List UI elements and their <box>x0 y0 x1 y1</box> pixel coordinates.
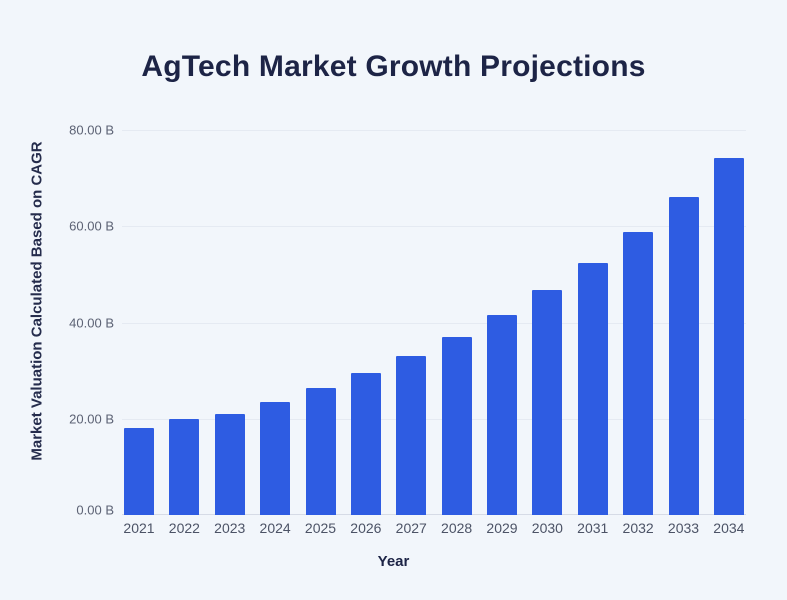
bar-column-2023: 2023 <box>214 130 245 536</box>
x-tick-label-2034: 2034 <box>713 520 745 536</box>
y-axis-title: Market Valuation Calculated Based on CAG… <box>28 141 46 461</box>
bar-column-2024: 2024 <box>260 130 291 536</box>
bar-column-2034: 2034 <box>713 130 744 536</box>
bar-column-2026: 2026 <box>350 130 381 536</box>
y-tick-label-60: 60.00 B <box>69 218 114 234</box>
bar-2032 <box>623 232 654 515</box>
bar-2023 <box>214 413 245 515</box>
x-tick-label-2030: 2030 <box>531 520 563 536</box>
x-tick-label-2025: 2025 <box>304 520 337 536</box>
gridline-20 <box>122 418 746 420</box>
bar-column-2032: 2032 <box>623 130 654 536</box>
x-tick-label-2027: 2027 <box>395 520 427 536</box>
bars-layer: 2021 2022 2023 2024 2025 2026 2027 2028 2029 2030… <box>122 130 746 536</box>
bar-column-2022: 2022 <box>169 130 200 536</box>
x-tick-label-2021: 2021 <box>123 520 155 536</box>
x-tick-label-2031: 2031 <box>577 520 609 536</box>
bar-2021 <box>124 427 154 515</box>
bar-2026 <box>350 373 381 515</box>
bar-2030 <box>532 290 563 515</box>
bar-2028 <box>441 336 472 515</box>
x-axis-line <box>122 514 746 515</box>
bar-column-2031: 2031 <box>577 130 608 536</box>
bar-2034 <box>713 158 744 515</box>
bar-column-2030: 2030 <box>532 130 563 536</box>
bar-column-2021: 2021 <box>123 130 155 536</box>
bar-column-2025: 2025 <box>305 130 336 536</box>
bar-2027 <box>396 356 427 515</box>
x-tick-label-2026: 2026 <box>350 520 382 536</box>
x-tick-label-2029: 2029 <box>486 520 518 536</box>
y-tick-label-80: 80.00 B <box>69 122 114 138</box>
bar-2024 <box>260 401 291 515</box>
x-axis-title: Year <box>377 553 410 570</box>
y-tick-label-0: 0.00 B <box>76 502 114 518</box>
chart-title: AgTech Market Growth Projections <box>141 50 646 83</box>
x-tick-label-2022: 2022 <box>168 520 200 536</box>
bar-column-2033: 2033 <box>668 130 699 536</box>
gridline-60 <box>122 226 746 228</box>
x-tick-label-2032: 2032 <box>622 520 654 536</box>
bar-2033 <box>668 197 699 515</box>
x-tick-label-2028: 2028 <box>441 520 473 536</box>
bar-2022 <box>169 418 200 515</box>
x-tick-label-2023: 2023 <box>214 520 246 536</box>
gridline-40 <box>122 322 746 324</box>
x-tick-label-2024: 2024 <box>259 520 291 536</box>
plot-area: 0.00 B 20.00 B 40.00 B 60.00 B 80.00 B 2021 2… <box>69 123 746 536</box>
y-tick-label-20: 20.00 B <box>69 411 114 427</box>
bar-column-2028: 2028 <box>441 130 472 536</box>
bar-column-2029: 2029 <box>486 130 518 536</box>
gridline-80 <box>122 130 746 131</box>
y-tick-label-40: 40.00 B <box>69 315 114 330</box>
bar-2025 <box>305 388 336 515</box>
bar-2031 <box>577 262 608 515</box>
x-tick-label-2033: 2033 <box>667 520 700 536</box>
bar-2029 <box>487 314 517 515</box>
bar-column-2027: 2027 <box>396 130 427 536</box>
